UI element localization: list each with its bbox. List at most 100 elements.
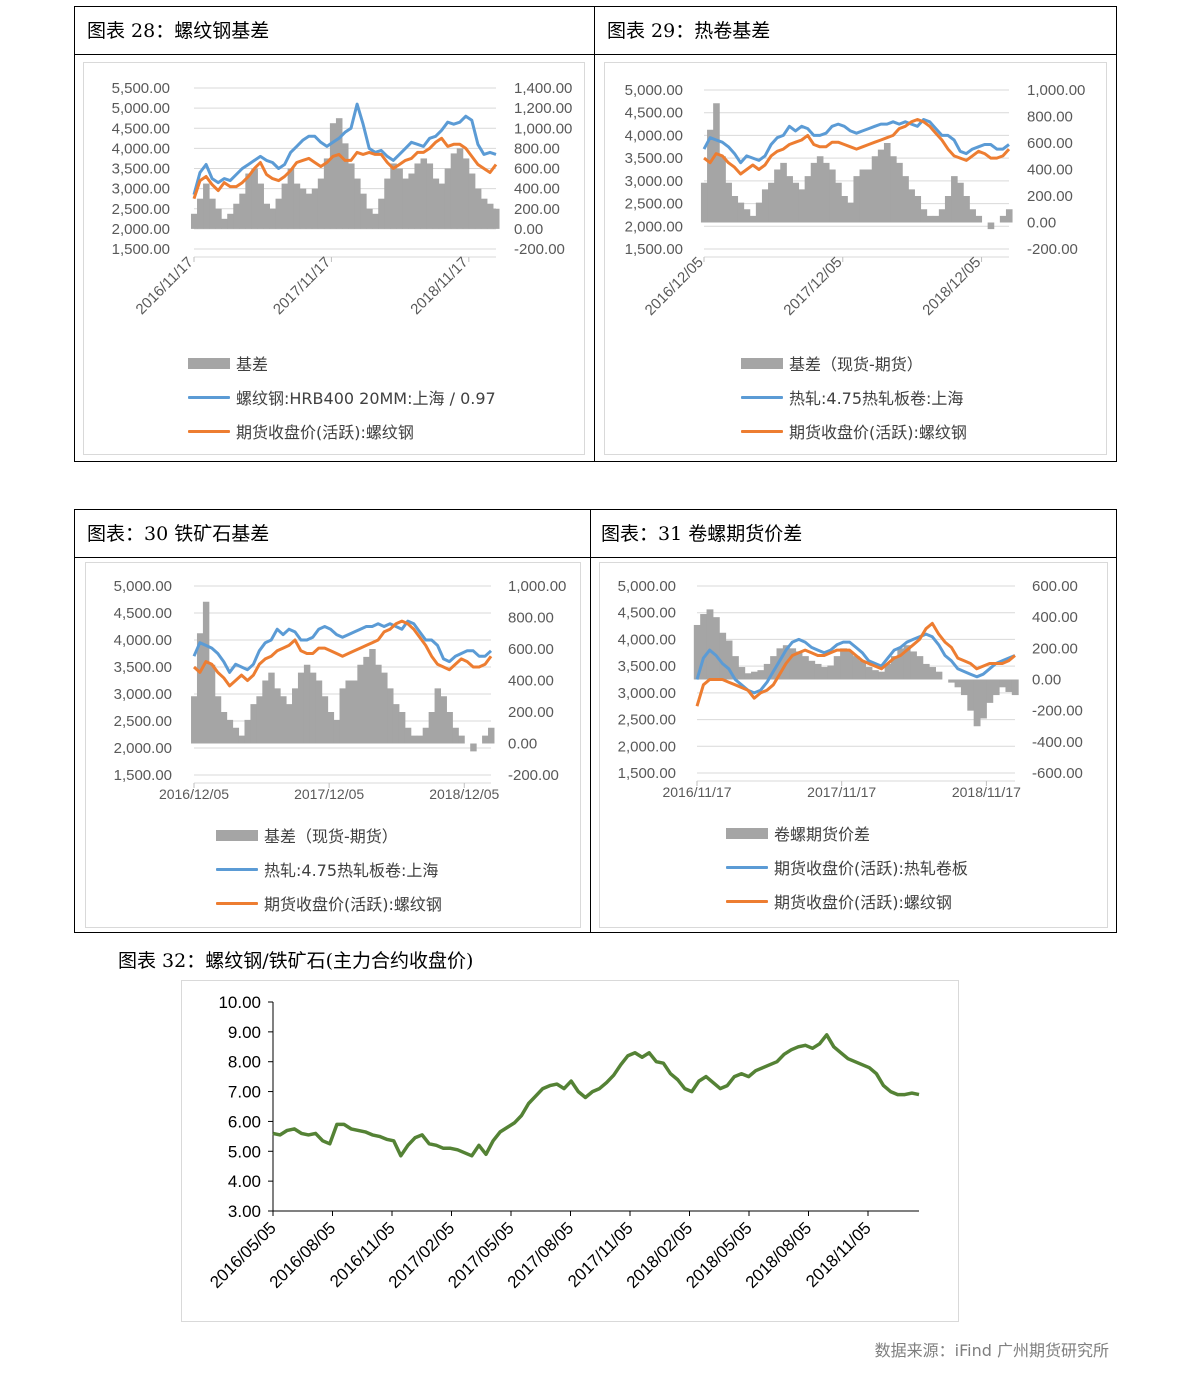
- futures-price-line: [695, 621, 1016, 707]
- basis-bar: [967, 679, 975, 711]
- basis-bar: [450, 153, 458, 229]
- basis-bar: [238, 735, 245, 744]
- basis-bar: [871, 670, 879, 680]
- legend-label: 热轧:4.75热轧板卷:上海: [789, 389, 964, 408]
- basis-bar: [731, 196, 739, 223]
- basis-bar: [743, 209, 751, 223]
- basis-bar: [770, 656, 777, 680]
- y-tick-label: 5,000.00: [618, 578, 676, 595]
- basis-bar: [244, 719, 251, 744]
- y-tick-label: 4,000.00: [625, 127, 683, 144]
- chart-32: 10.009.008.007.006.005.004.003.002016/05…: [206, 993, 920, 1292]
- y-tick-label: 3,500.00: [112, 161, 170, 178]
- chart-28-frame: 5,500.00 5,000.00 4,500.00 4,000.00 3,500.00…: [83, 62, 585, 455]
- y-tick-label: 7.00: [228, 1083, 261, 1102]
- ratio-line: [272, 1033, 920, 1158]
- basis-bar: [434, 688, 442, 744]
- y-tick-label: 4,000.00: [112, 140, 170, 157]
- basis-bar: [935, 671, 943, 680]
- basis-bar: [749, 215, 757, 223]
- basis-bar: [203, 183, 210, 229]
- y-tick-label: 2,000.00: [625, 218, 683, 235]
- basis-bar: [908, 189, 915, 223]
- basis-bar: [410, 735, 418, 744]
- basis-bar: [922, 663, 930, 680]
- legend-spot: 热轧:4.75热轧板卷:上海: [216, 857, 438, 881]
- chart-29-frame: 5,000.00 4,500.00 4,000.00 3,500.00 3,000.00…: [604, 62, 1107, 455]
- basis-bar: [392, 704, 400, 744]
- basis-bar: [878, 671, 886, 680]
- basis-bar: [321, 696, 329, 744]
- basis-bar: [700, 614, 708, 680]
- y2-tick-label: 400.00: [514, 181, 560, 198]
- y2-tick-label: 600.00: [1027, 135, 1073, 152]
- basis-bar: [713, 103, 720, 223]
- basis-bar: [202, 601, 210, 744]
- basis-bar: [414, 163, 421, 229]
- basis-bar: [384, 178, 391, 229]
- basis-bar: [329, 123, 337, 229]
- basis-bar: [363, 656, 370, 744]
- basis-bar: [910, 651, 917, 680]
- column-divider: [590, 510, 591, 932]
- basis-bar: [197, 198, 204, 229]
- legend-label: 基差（现货-期货）: [789, 355, 923, 374]
- x-tick-label: 2018/12/05: [429, 786, 499, 802]
- basis-bar: [999, 679, 1006, 688]
- basis-bar: [768, 182, 775, 223]
- basis-bar: [835, 182, 842, 223]
- basis-bar: [992, 679, 1000, 696]
- basis-bar: [446, 712, 453, 744]
- y2-tick-label: 200.00: [1027, 188, 1073, 205]
- basis-bar: [360, 193, 367, 229]
- basis-bar: [757, 670, 765, 680]
- spot-price-line: [192, 102, 497, 196]
- legend-swatch: [216, 829, 258, 841]
- y-tick-label: 3,000.00: [112, 181, 170, 198]
- legend-swatch: [741, 357, 783, 369]
- legend-label: 热轧:4.75热轧板卷:上海: [264, 861, 439, 880]
- basis-bar: [707, 129, 714, 223]
- basis-bar: [1005, 679, 1013, 692]
- x-tick-label: 2018/11/17: [407, 254, 471, 318]
- basis-bar: [859, 660, 867, 680]
- basis-bar: [963, 196, 970, 223]
- basis-bar: [973, 679, 981, 727]
- basis-bar: [299, 188, 307, 229]
- basis-bar: [372, 213, 379, 229]
- x-tick-label: 2018/11/05: [802, 1218, 875, 1291]
- basis-bar: [227, 213, 234, 229]
- basis-bar: [432, 178, 440, 229]
- chart-31: 5,000.00 4,500.00 4,000.00 3,500.00 3,000.00…: [618, 578, 1083, 800]
- basis-bar: [804, 176, 812, 223]
- y2-tick-label: 1,000.00: [508, 578, 566, 595]
- basis-bar: [980, 679, 987, 719]
- basis-bar: [951, 176, 958, 223]
- y-tick-label: 4,500.00: [112, 120, 170, 137]
- basis-bar: [354, 178, 361, 229]
- y2-tick-label: -600.00: [1032, 765, 1083, 782]
- basis-bar: [268, 672, 275, 744]
- basis-bar: [375, 664, 382, 744]
- y2-tick-label: 1,000.00: [1027, 82, 1085, 99]
- basis-bar: [816, 156, 824, 223]
- basis-bar: [890, 156, 897, 223]
- legend-label: 卷螺期货价差: [774, 825, 871, 844]
- basis-bar: [468, 173, 476, 229]
- basis-bar: [209, 198, 216, 229]
- legend-label: 期货收盘价(活跃):螺纹钢: [264, 895, 442, 914]
- y-tick-label: 6.00: [228, 1112, 261, 1131]
- basis-bar: [744, 673, 752, 680]
- basis-bar: [871, 156, 879, 223]
- basis-bar: [755, 202, 763, 223]
- legend-swatch: [216, 867, 258, 871]
- basis-bar: [305, 193, 313, 229]
- basis-bar: [776, 648, 784, 680]
- y-tick-label: 2,500.00: [114, 713, 172, 730]
- y2-tick-label: -200.00: [1027, 241, 1078, 258]
- y2-tick-label: -200.00: [508, 767, 559, 784]
- basis-bar: [841, 196, 848, 223]
- basis-bar: [798, 189, 806, 223]
- basis-bar: [480, 198, 488, 229]
- y-tick-label: 3,500.00: [625, 150, 683, 167]
